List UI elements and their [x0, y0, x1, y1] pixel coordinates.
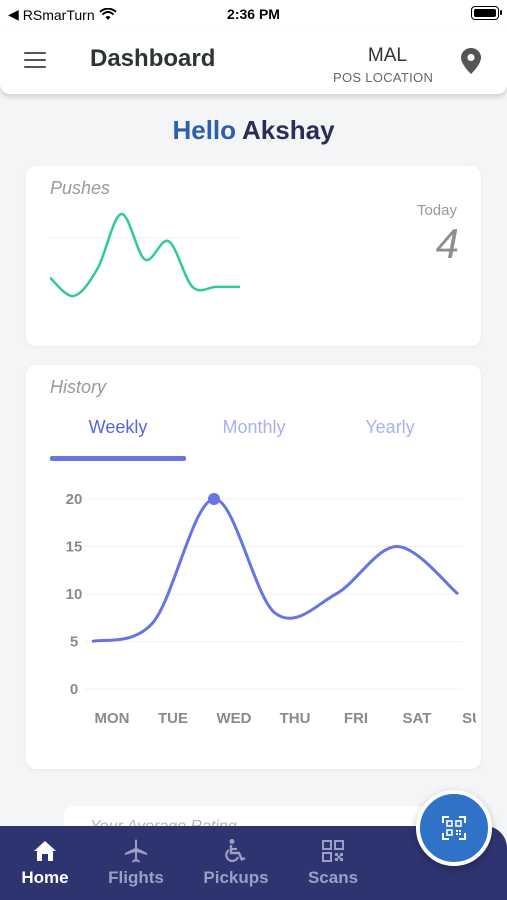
history-label: History — [50, 377, 107, 397]
qr-scan-icon — [442, 816, 466, 840]
back-to-app[interactable]: ◀ RSmarTurn — [8, 6, 117, 23]
y-tick-label: 0 — [70, 681, 78, 698]
status-time: 2:36 PM — [227, 6, 280, 22]
x-tick-label: WED — [217, 710, 252, 727]
greeting-name: Akshay — [242, 115, 335, 145]
battery-icon — [471, 6, 502, 20]
greeting: Hello Akshay — [0, 115, 507, 146]
nav-pickups[interactable]: Pickups — [191, 838, 281, 888]
x-tick-label: THU — [280, 710, 311, 727]
qr-grid-icon — [322, 840, 344, 862]
x-tick-label: MON — [95, 710, 130, 727]
x-tick-label: SAT — [403, 710, 432, 727]
location-label: POS LOCATION — [333, 70, 434, 85]
wifi-icon — [98, 8, 117, 20]
tab-weekly[interactable]: Weekly — [88, 417, 148, 437]
nav-home[interactable]: Home — [0, 838, 90, 888]
x-tick-label: FRI — [344, 710, 368, 727]
wheelchair-icon — [225, 839, 246, 863]
x-tick-label: TUE — [158, 710, 188, 727]
location-code: MAL — [367, 45, 407, 66]
pushes-sparkline-series — [50, 212, 240, 298]
nav-scans[interactable]: Scans — [288, 838, 378, 888]
pushes-card: Pushes Today 4 — [26, 166, 481, 346]
today-label: Today — [416, 202, 457, 219]
y-tick-label: 20 — [66, 491, 83, 508]
y-tick-label: 5 — [70, 634, 78, 651]
menu-icon[interactable] — [24, 52, 46, 68]
pushes-sparkline — [50, 212, 240, 298]
greeting-hello: Hello — [172, 115, 237, 145]
nav-scans-label: Scans — [307, 868, 359, 887]
nav-flights-label: Flights — [108, 868, 164, 887]
page-title: Dashboard — [90, 45, 216, 72]
y-tick-label: 10 — [66, 586, 83, 603]
active-tab-indicator — [50, 456, 186, 461]
history-line-chart: 0 5 10 15 20 MON TUE WED THU FRI SAT SUN — [66, 491, 476, 727]
tab-monthly[interactable]: Monthly — [222, 417, 286, 437]
highlight-point — [208, 493, 220, 505]
app-header: Dashboard MAL POS LOCATION — [0, 28, 507, 94]
x-tick-label: SUN — [462, 710, 476, 727]
history-card: History Weekly Monthly Yearly 0 5 10 15 20 MO… — [26, 365, 481, 769]
scan-qr-button[interactable] — [416, 790, 492, 866]
status-bar: ◀ RSmarTurn 2:36 PM — [0, 0, 507, 28]
nav-home-label: Home — [21, 868, 69, 887]
nav-flights[interactable]: Flights — [91, 838, 181, 888]
nav-pickups-label: Pickups — [203, 868, 269, 887]
plane-icon — [125, 839, 147, 863]
tab-yearly[interactable]: Yearly — [365, 417, 415, 437]
pushes-label: Pushes — [50, 178, 111, 198]
back-arrow-icon: ◀ — [8, 6, 19, 22]
y-tick-label: 15 — [66, 539, 83, 556]
today-value: 4 — [435, 220, 459, 267]
location-pin-icon[interactable] — [461, 48, 481, 74]
history-tabs: Weekly Monthly Yearly — [50, 417, 458, 457]
history-series-line — [91, 497, 459, 643]
back-app-label: RSmarTurn — [22, 6, 95, 23]
home-icon — [34, 841, 56, 861]
